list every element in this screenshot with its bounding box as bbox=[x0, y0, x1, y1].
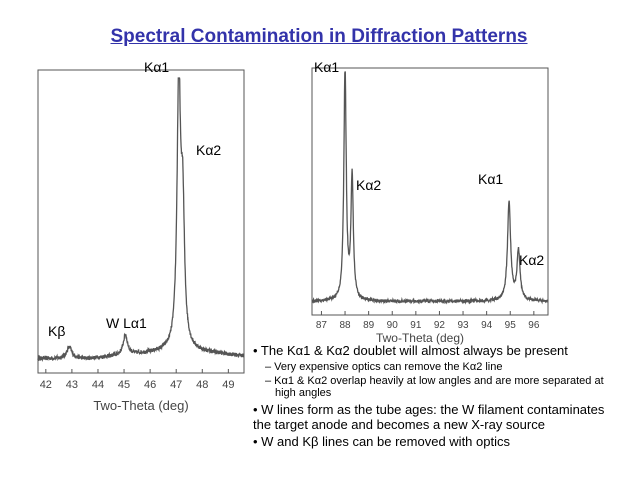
tick-label-low-42: 42 bbox=[40, 379, 52, 391]
tick-label-high-88: 88 bbox=[339, 320, 351, 331]
tick-label-high-91: 91 bbox=[410, 320, 422, 331]
peak-label-wla1: W Lα1 bbox=[106, 315, 147, 331]
chart-high-angle-trace bbox=[311, 71, 549, 305]
peak-label-ka2-high-b: Kα2 bbox=[519, 252, 544, 268]
chart-low-angle-frame bbox=[37, 69, 245, 374]
peak-label-ka1-low: Kα1 bbox=[144, 59, 169, 75]
bullet-w-lines: • W lines form as the tube ages: the W f… bbox=[253, 402, 605, 432]
tick-label-low-43: 43 bbox=[66, 379, 78, 391]
tick-label-low-47: 47 bbox=[170, 379, 182, 391]
tick-label-high-96: 96 bbox=[528, 320, 540, 331]
tick-label-low-45: 45 bbox=[118, 379, 130, 391]
sub-bullet-optics: – Very expensive optics can remove the K… bbox=[265, 361, 503, 373]
tick-label-low-46: 46 bbox=[144, 379, 156, 391]
slide-title: Spectral Contamination in Diffraction Pa… bbox=[110, 26, 528, 47]
peak-label-ka1-high-a: Kα1 bbox=[314, 59, 339, 75]
tick-label-low-49: 49 bbox=[222, 379, 234, 391]
tick-label-high-92: 92 bbox=[434, 320, 446, 331]
tick-label-high-89: 89 bbox=[363, 320, 375, 331]
peak-label-ka2-high-a: Kα2 bbox=[356, 177, 381, 193]
peak-label-ka1-high-b: Kα1 bbox=[478, 171, 503, 187]
tick-label-high-95: 95 bbox=[505, 320, 517, 331]
chart-high-angle: 87 88 89 90 91 92 93 94 95 96 Two-Theta (deg) Kα1… bbox=[311, 59, 549, 345]
bullet-doublet: • The Kα1 & Kα2 doublet will almost alwa… bbox=[253, 343, 568, 358]
peak-label-kb: Kβ bbox=[48, 323, 65, 339]
tick-label-low-48: 48 bbox=[196, 379, 208, 391]
tick-label-high-90: 90 bbox=[387, 320, 399, 331]
sub-bullet-overlap: – Kα1 & Kα2 overlap heavily at low angle… bbox=[265, 375, 604, 399]
chart-low-angle-trace bbox=[37, 77, 245, 362]
tick-label-high-87: 87 bbox=[316, 320, 328, 331]
tick-label-low-44: 44 bbox=[92, 379, 104, 391]
chart-low-angle-xlabel: Two-Theta (deg) bbox=[93, 398, 188, 413]
tick-label-high-94: 94 bbox=[481, 320, 493, 331]
peak-label-ka2-low: Kα2 bbox=[196, 142, 221, 158]
tick-label-high-93: 93 bbox=[457, 320, 469, 331]
chart-low-angle: 42 43 44 45 46 47 48 49 Two-Theta (deg) Kα1 Kα2… bbox=[37, 59, 245, 413]
bullet-removal: • W and Kβ lines can be removed with opt… bbox=[253, 434, 510, 449]
chart-high-angle-xlabel: Two-Theta (deg) bbox=[376, 331, 464, 345]
chart-high-angle-frame bbox=[311, 67, 549, 316]
bullet-list: • The Kα1 & Kα2 doublet will almost alwa… bbox=[253, 343, 613, 449]
